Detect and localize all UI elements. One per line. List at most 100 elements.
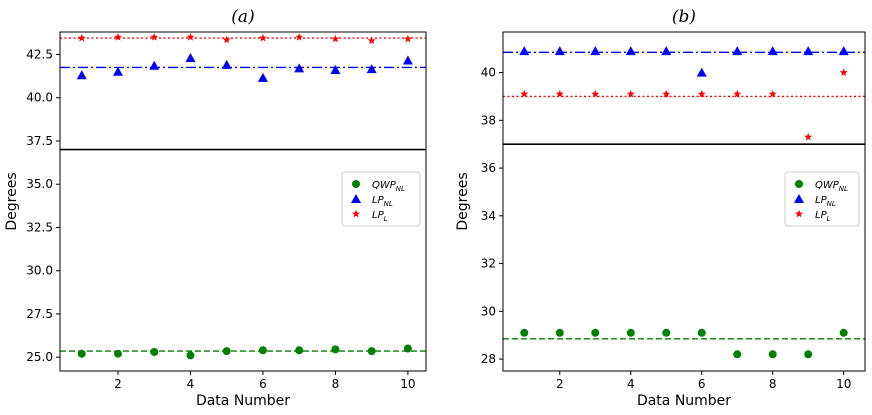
data-point-2-6 (697, 89, 706, 98)
x-tick-label: 2 (114, 377, 122, 391)
data-point-0-7 (295, 346, 304, 355)
data-point-0-3 (591, 328, 600, 337)
data-point-0-3 (150, 347, 159, 356)
data-point-0-10 (839, 328, 848, 337)
data-point-1-10 (402, 55, 413, 65)
y-tick-label: 40 (481, 66, 496, 80)
y-tick-label: 32 (481, 257, 496, 271)
data-point-2-6 (258, 33, 267, 42)
plot-frame (59, 31, 427, 372)
y-axis-label: Degrees (455, 172, 471, 230)
data-point-0-1 (77, 349, 86, 358)
data-point-2-10 (839, 68, 848, 76)
data-point-2-7 (295, 32, 304, 41)
data-point-1-6 (257, 72, 268, 82)
legend-label-2: LPL (372, 210, 388, 223)
data-point-0-4 (186, 351, 195, 360)
chart-title: (a) (231, 7, 254, 27)
data-point-0-2 (113, 349, 122, 358)
data-point-1-4 (625, 46, 636, 56)
x-tick-label: 10 (400, 377, 415, 391)
data-point-1-3 (149, 60, 160, 70)
y-tick-label: 37.5 (26, 134, 53, 148)
legend-label-1: LPNL (372, 195, 393, 208)
legend: QWPNL LPNL LPL (341, 171, 421, 227)
data-point-0-8 (331, 345, 340, 354)
y-tick-label: 28 (481, 352, 496, 366)
data-point-2-10 (403, 34, 412, 43)
x-tick-label: 6 (698, 377, 706, 391)
data-point-0-7 (733, 350, 742, 359)
data-point-2-2 (113, 32, 122, 41)
data-point-2-5 (662, 89, 671, 98)
data-point-1-8 (330, 65, 341, 75)
panel-b: (b) 2 4 6 8 10 28 30 32 34 36 38 40 Data Number Degree… (455, 7, 866, 409)
legend-marker-2 (352, 209, 360, 218)
y-tick-label: 25.0 (26, 350, 53, 364)
data-point-1-4 (185, 52, 196, 62)
data-point-1-5 (221, 59, 232, 69)
data-point-2-4 (186, 32, 195, 41)
y-tick-label: 42.5 (26, 47, 53, 61)
data-point-1-2 (554, 46, 565, 56)
x-tick-label: 4 (187, 377, 195, 391)
x-tick-label: 10 (836, 377, 851, 391)
data-point-2-4 (626, 89, 635, 98)
y-tick-label: 32.5 (26, 220, 53, 234)
data-point-2-8 (768, 89, 777, 98)
legend-marker-1 (351, 194, 361, 203)
data-point-2-3 (150, 32, 159, 41)
data-point-2-9 (367, 36, 376, 45)
data-point-0-6 (258, 346, 267, 355)
data-point-0-4 (626, 328, 635, 337)
y-tick-label: 35.0 (26, 177, 53, 191)
data-point-1-1 (76, 70, 87, 80)
x-axis-label: Data Number (196, 393, 290, 409)
legend-marker-1 (794, 194, 804, 203)
x-axis-label: Data Number (637, 393, 731, 409)
chart-title: (b) (672, 7, 696, 27)
data-point-1-3 (590, 46, 601, 56)
data-point-1-2 (112, 66, 123, 76)
y-tick-label: 40.0 (26, 91, 53, 105)
data-point-0-9 (367, 347, 376, 356)
y-tick-label: 30.0 (26, 264, 53, 278)
data-point-0-8 (768, 350, 777, 359)
data-point-1-7 (732, 46, 743, 56)
legend: QWPNL LPNL LPL (784, 171, 860, 227)
legend-marker-0 (352, 180, 360, 188)
y-tick-label: 38 (481, 113, 496, 127)
legend-marker-2 (795, 209, 803, 218)
plot-frame (502, 31, 866, 372)
data-point-0-2 (555, 328, 564, 337)
y-tick-label: 27.5 (26, 307, 53, 321)
data-point-0-5 (662, 328, 671, 337)
x-tick-label: 8 (332, 377, 340, 391)
data-point-2-8 (331, 34, 340, 43)
y-tick-label: 34 (481, 209, 496, 223)
data-point-2-1 (520, 89, 529, 98)
data-point-1-8 (767, 46, 778, 56)
x-tick-label: 2 (556, 377, 564, 391)
data-point-2-3 (591, 89, 600, 98)
legend-label-0: QWPNL (372, 180, 405, 193)
y-axis-label: Degrees (4, 172, 20, 230)
data-point-1-5 (661, 46, 672, 56)
data-point-0-9 (804, 350, 813, 359)
data-point-1-10 (838, 46, 849, 56)
x-tick-label: 6 (259, 377, 267, 391)
y-tick-label: 36 (481, 161, 496, 175)
data-point-2-5 (222, 35, 231, 44)
x-tick-label: 4 (627, 377, 635, 391)
data-point-2-7 (733, 89, 742, 98)
legend-label-2: LPL (815, 210, 831, 223)
data-point-0-1 (520, 328, 529, 337)
legend-label-1: LPNL (815, 195, 836, 208)
data-point-2-2 (555, 89, 564, 98)
data-point-0-5 (222, 347, 231, 356)
legend-box (341, 171, 421, 227)
data-point-1-6 (696, 67, 707, 77)
y-tick-label: 30 (481, 304, 496, 318)
legend-label-0: QWPNL (815, 180, 848, 193)
